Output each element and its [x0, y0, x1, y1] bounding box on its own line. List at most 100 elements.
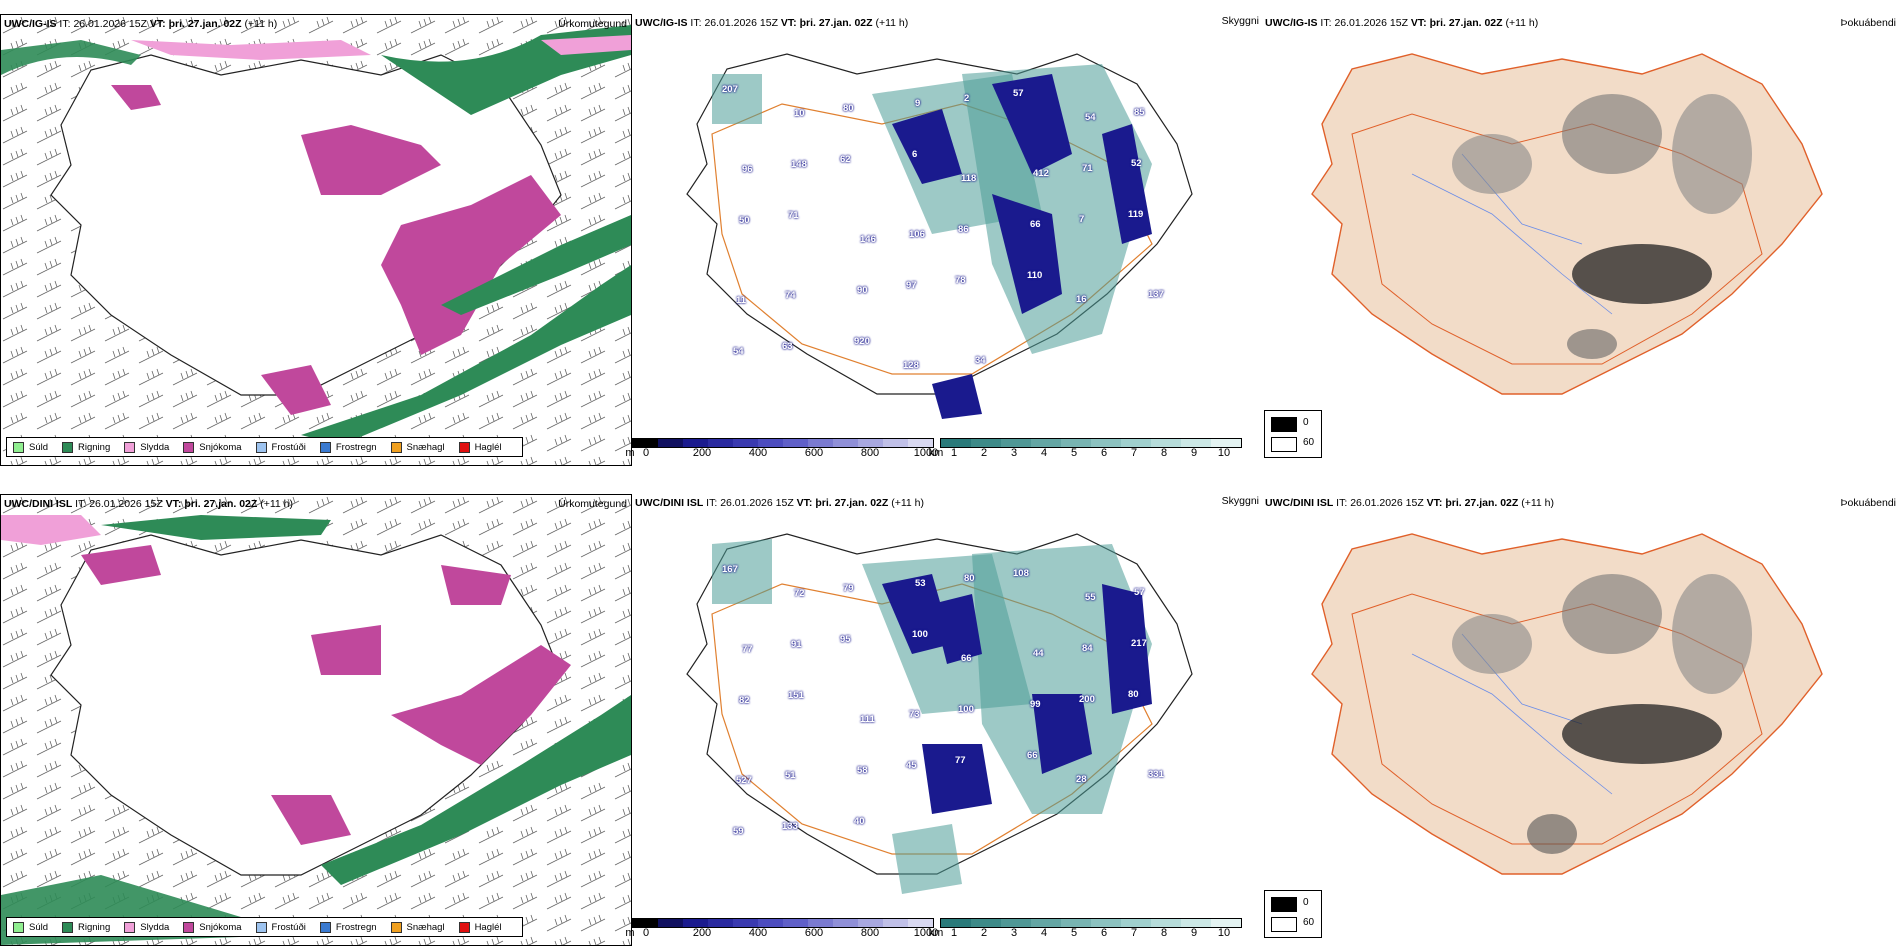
- colorbar-segment: [783, 919, 808, 927]
- visibility-value-label: 527: [736, 775, 752, 786]
- colorbar-segment: [808, 919, 833, 927]
- colorbar-segment: [1181, 439, 1211, 447]
- legend-label: Snæhagl: [406, 441, 445, 453]
- visibility-value-label: 128: [903, 360, 919, 371]
- model-name: UWC/IG-IS: [635, 17, 688, 29]
- legend-item: Snæhagl: [390, 921, 445, 933]
- vt-value: þri. 27.jan. 02Z: [799, 17, 873, 29]
- legend-label: Haglél: [474, 921, 502, 933]
- legend-label: Slydda: [140, 441, 170, 453]
- colorbar-segment: [883, 919, 908, 927]
- legend-label: Frostúði: [271, 441, 306, 453]
- visibility-tick-label: 4: [1040, 927, 1048, 939]
- map-header: UWC/IG-IS IT: 26.01.2026 15Z VT: þri. 27…: [4, 18, 277, 30]
- snow-area: [111, 85, 161, 110]
- swatch: [62, 441, 74, 453]
- visibility-value-label: 2: [964, 93, 970, 104]
- visibility-value-label: 100: [912, 629, 928, 640]
- it-value: 26.01.2026 15Z: [1350, 497, 1424, 509]
- visibility-value-label: 79: [843, 583, 854, 594]
- visibility-colorbar-bar: [940, 438, 1242, 448]
- precip-type-panel: UWC/IG-IS IT: 26.01.2026 15Z VT: þri. 27…: [0, 14, 632, 466]
- visibility-value-label: 84: [1082, 643, 1093, 654]
- colorbar-segment: [1031, 439, 1061, 447]
- visibility-value-label: 80: [964, 573, 975, 584]
- visibility-value-label: 50: [739, 215, 750, 226]
- vt-value: þri. 27.jan. 02Z: [1429, 17, 1503, 29]
- rain-area: [321, 695, 631, 885]
- model-name: UWC/DINI ISL: [635, 497, 704, 509]
- lead-time: (+11 h): [875, 17, 909, 29]
- colorbar-segment: [1151, 919, 1181, 927]
- visibility-value-label: 62: [840, 154, 851, 165]
- visibility-value-label: 34: [975, 355, 986, 366]
- it-label: IT:: [1320, 17, 1332, 29]
- legend-label: Súld: [29, 921, 49, 933]
- height-unit: m: [625, 927, 635, 939]
- visibility-map: [686, 533, 1193, 894]
- swatch: [124, 921, 136, 933]
- colorbar-segment: [971, 439, 1001, 447]
- snow-area: [381, 175, 561, 355]
- legend-item: Frostúði: [255, 441, 306, 453]
- vt-label: VT:: [780, 17, 797, 29]
- visibility-tick-label: 10: [1217, 447, 1231, 459]
- visibility-tick-label: 4: [1040, 447, 1048, 459]
- colorbar-segment: [908, 439, 933, 447]
- visibility-value-label: 412: [1033, 168, 1049, 179]
- colorbar-segment: [908, 919, 933, 927]
- swatch: [62, 921, 74, 933]
- map-header: UWC/DINI ISL IT: 26.01.2026 15Z VT: þri.…: [1265, 497, 1554, 509]
- sleet-area: [1, 515, 101, 545]
- rain-area: [101, 515, 331, 540]
- visibility-tick-label: 5: [1070, 927, 1078, 939]
- fog-area: [1452, 614, 1532, 674]
- height-tick-label: 1000: [913, 927, 939, 939]
- colorbar-segment: [658, 439, 683, 447]
- visibility-colorbar: km 1 2 3 4 5 6 7 8 9 10: [929, 438, 1242, 460]
- sleet-area: [541, 35, 631, 55]
- visibility-value-label: 44: [1033, 648, 1044, 659]
- visibility-value-label: 148: [791, 159, 807, 170]
- visibility-panel: UWC/DINI ISL IT: 26.01.2026 15Z VT: þri.…: [625, 494, 1322, 946]
- visibility-tick-label: 1: [950, 927, 958, 939]
- panel-title: Skyggni: [1221, 495, 1259, 507]
- visibility-tick-label: 3: [1010, 447, 1018, 459]
- height-colorbar: m 0 200 400 600 800 1000: [625, 438, 938, 460]
- colorbar-segment: [1181, 919, 1211, 927]
- colorbar-segment: [733, 919, 758, 927]
- model-name: UWC/IG-IS: [4, 18, 57, 30]
- visibility-panel: UWC/IG-IS IT: 26.01.2026 15Z VT: þri. 27…: [625, 14, 1322, 466]
- it-label: IT:: [1336, 497, 1348, 509]
- vt-value: þri. 27.jan. 02Z: [815, 497, 889, 509]
- legend-item: Slydda: [124, 441, 170, 453]
- visibility-value-label: 54: [1085, 112, 1096, 123]
- lead-time: (+11 h): [260, 498, 294, 510]
- visibility-value-label: 80: [1128, 689, 1139, 700]
- visibility-value-label: 53: [915, 578, 926, 589]
- panel-title: Þokuábendi: [1840, 17, 1896, 29]
- colorbar-segment: [1091, 439, 1121, 447]
- visibility-value-label: 66: [1027, 750, 1038, 761]
- snow-area: [301, 125, 441, 195]
- swatch: [13, 441, 24, 453]
- colorbar-segment: [633, 439, 658, 447]
- fog-area: [1567, 329, 1617, 359]
- visibility-tick-label: 10: [1217, 927, 1231, 939]
- visibility-value-label: 55: [1085, 592, 1096, 603]
- lead-time: (+11 h): [1505, 17, 1539, 29]
- legend-label: Rigning: [78, 921, 111, 933]
- legend-label: Slydda: [140, 921, 170, 933]
- map-header: UWC/IG-IS IT: 26.01.2026 15Z VT: þri. 27…: [1265, 17, 1538, 29]
- height-tick-label: 600: [804, 447, 824, 459]
- height-tick-label: 400: [748, 447, 768, 459]
- visibility-value-label: 73: [909, 709, 920, 720]
- visibility-value-label: 45: [906, 760, 917, 771]
- visibility-map: [686, 53, 1193, 419]
- visibility-value-label: 78: [955, 275, 966, 286]
- visibility-tick-label: 9: [1190, 927, 1198, 939]
- fog-min-swatch: [1271, 437, 1297, 452]
- fog-map: [1311, 533, 1823, 875]
- colorbar-segment: [1031, 919, 1061, 927]
- fog-min-label: 60: [1303, 917, 1315, 928]
